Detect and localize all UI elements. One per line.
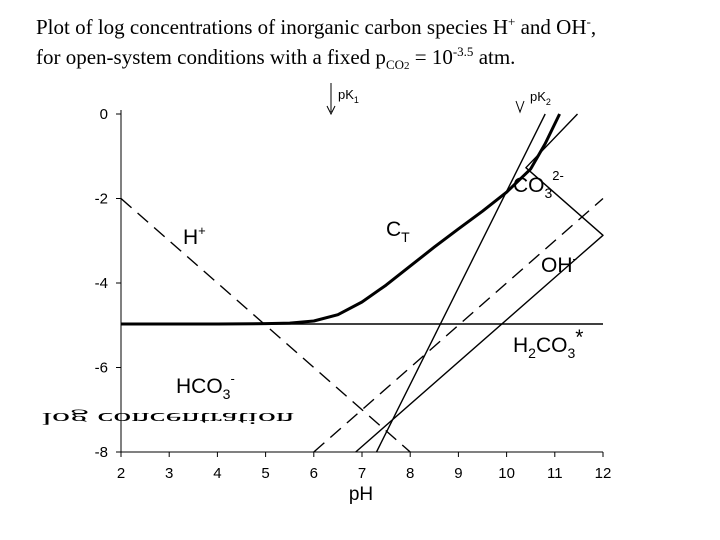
title-text: = 10 bbox=[409, 45, 453, 69]
label-ct: CT bbox=[386, 218, 410, 245]
y-tick-label: -2 bbox=[95, 191, 108, 208]
y-tick-label: -8 bbox=[95, 444, 108, 461]
x-tick-label: 9 bbox=[454, 465, 462, 482]
series-line-h bbox=[120, 197, 411, 453]
x-tick-label: 2 bbox=[117, 465, 125, 482]
y-axis-garbled-label: log concentration bbox=[42, 409, 295, 428]
label-co3: CO32- bbox=[513, 168, 564, 201]
x-tick-label: 12 bbox=[595, 465, 612, 482]
title-sup: + bbox=[508, 14, 516, 29]
pk1-marker: pK1 bbox=[326, 83, 359, 116]
pk2-label: pK2 bbox=[530, 89, 551, 107]
label-h-plus: H+ bbox=[183, 223, 206, 249]
x-axis-title: pH bbox=[349, 484, 373, 505]
x-tick-label: 5 bbox=[261, 465, 269, 482]
chart-title: Plot of log concentrations of inorganic … bbox=[36, 12, 716, 72]
series-line-ct bbox=[121, 113, 561, 326]
pk1-label: pK1 bbox=[338, 87, 359, 105]
label-hco3: HCO3- bbox=[176, 371, 235, 402]
title-line-1: Plot of log concentrations of inorganic … bbox=[36, 12, 716, 42]
label-oh-minus: OH- bbox=[541, 251, 577, 277]
x-tick-label: 10 bbox=[498, 465, 515, 482]
x-tick-label: 8 bbox=[406, 465, 414, 482]
title-text: for open-system conditions with a fixed … bbox=[36, 45, 386, 69]
pk2-marker: pK2 bbox=[515, 89, 551, 114]
title-text: , bbox=[590, 15, 597, 39]
x-tick-label: 3 bbox=[165, 465, 173, 482]
title-sub: CO bbox=[385, 57, 404, 73]
x-tick-label: 11 bbox=[547, 465, 563, 482]
title-sub: 2 bbox=[404, 60, 410, 73]
x-tick-label: 7 bbox=[358, 465, 366, 482]
tick-labels: 2 3 4 5 6 7 8 9 10 11 12 0 -2 -4 -6 -8 bbox=[95, 106, 612, 482]
series-line-oh bbox=[313, 197, 604, 453]
title-text: Plot of log concentrations of inorganic … bbox=[36, 15, 508, 39]
x-tick-label: 6 bbox=[310, 465, 318, 482]
series-line-co3-2 bbox=[375, 113, 546, 453]
y-tick-label: 0 bbox=[100, 106, 108, 123]
x-tick-label: 4 bbox=[213, 465, 221, 482]
title-text: atm. bbox=[473, 45, 516, 69]
title-text: and OH bbox=[515, 15, 587, 39]
title-sup: - bbox=[586, 14, 591, 29]
label-h2co3: H2CO3* bbox=[513, 326, 583, 361]
y-tick-label: -4 bbox=[95, 275, 108, 292]
title-line-2: for open-system conditions with a fixed … bbox=[36, 42, 716, 72]
axes bbox=[116, 110, 604, 457]
pk1-arrow-head bbox=[326, 105, 336, 116]
title-sup: -3.5 bbox=[452, 44, 474, 59]
y-tick-label: -6 bbox=[95, 360, 108, 377]
series-line-hco3 bbox=[355, 113, 604, 453]
series-lines bbox=[120, 113, 604, 453]
pk2-arrow-head bbox=[515, 100, 525, 114]
